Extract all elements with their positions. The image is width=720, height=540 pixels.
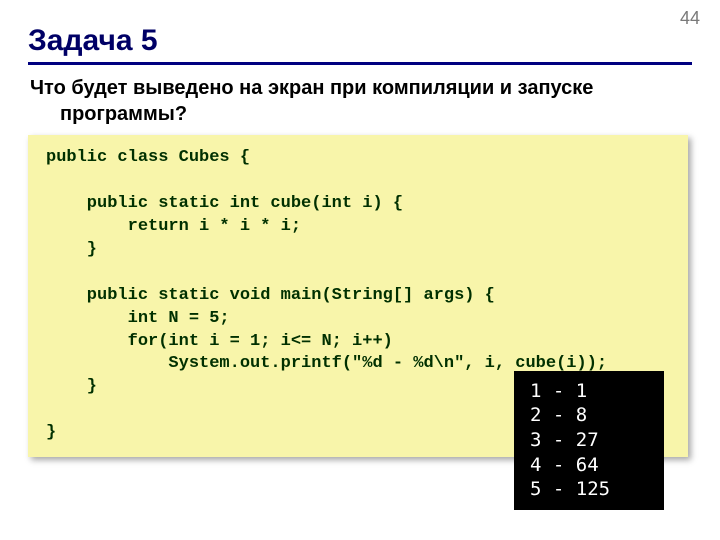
question-line1: Что будет выведено на экран при компиляц… bbox=[30, 77, 593, 99]
output-block: 1 - 1 2 - 8 3 - 27 4 - 64 5 - 125 bbox=[514, 371, 664, 510]
slide: 44 Задача 5 Что будет выведено на экран … bbox=[0, 0, 720, 540]
title-divider bbox=[28, 62, 692, 65]
question-text: Что будет выведено на экран при компиляц… bbox=[28, 75, 692, 127]
question-line2: программы? bbox=[30, 101, 692, 127]
output-content: 1 - 1 2 - 8 3 - 27 4 - 64 5 - 125 bbox=[530, 379, 642, 502]
slide-title: Задача 5 bbox=[28, 24, 692, 58]
page-number: 44 bbox=[680, 8, 700, 29]
